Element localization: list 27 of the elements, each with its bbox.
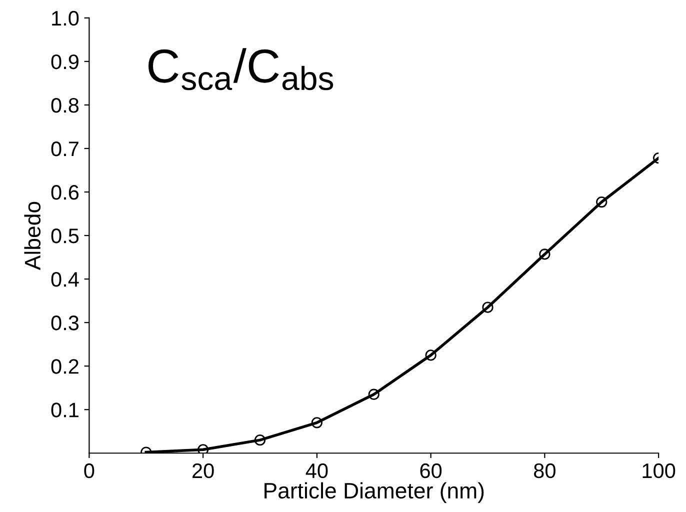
y-tick-label: 0.8 bbox=[51, 98, 79, 113]
y-tick-label: 0.9 bbox=[51, 54, 78, 70]
point bbox=[368, 388, 380, 400]
y-tick-label: 0.1 bbox=[51, 402, 78, 418]
point bbox=[254, 434, 266, 446]
point bbox=[596, 196, 608, 208]
point bbox=[198, 444, 209, 454]
x-tick-label: 20 bbox=[192, 463, 214, 478]
x-tick-label: 0 bbox=[84, 463, 94, 478]
x-tick-label: 60 bbox=[420, 463, 442, 478]
x-tick-label: 80 bbox=[534, 463, 556, 478]
point bbox=[539, 248, 550, 260]
y-tick-label: 1.0 bbox=[52, 10, 79, 26]
x-tick-label: 40 bbox=[306, 463, 328, 478]
y-axis-title: Albedo bbox=[24, 202, 41, 270]
y-tick-label: 0.6 bbox=[51, 185, 79, 200]
annotation: C$_{sca}$/C$_{abs}$ bbox=[148, 48, 334, 90]
y-tick-label: 0.2 bbox=[51, 359, 78, 374]
point bbox=[425, 350, 436, 361]
y-tick-label: 0.5 bbox=[51, 228, 79, 244]
point bbox=[311, 417, 322, 428]
x-tick-label: 100 bbox=[642, 463, 676, 478]
x-axis-title: Particle Diameter (nm) bbox=[264, 482, 484, 503]
y-tick-label: 0.7 bbox=[51, 141, 78, 156]
y-tick-label: 0.4 bbox=[51, 272, 79, 287]
point bbox=[482, 302, 494, 313]
y-tick-label: 0.3 bbox=[51, 316, 79, 330]
